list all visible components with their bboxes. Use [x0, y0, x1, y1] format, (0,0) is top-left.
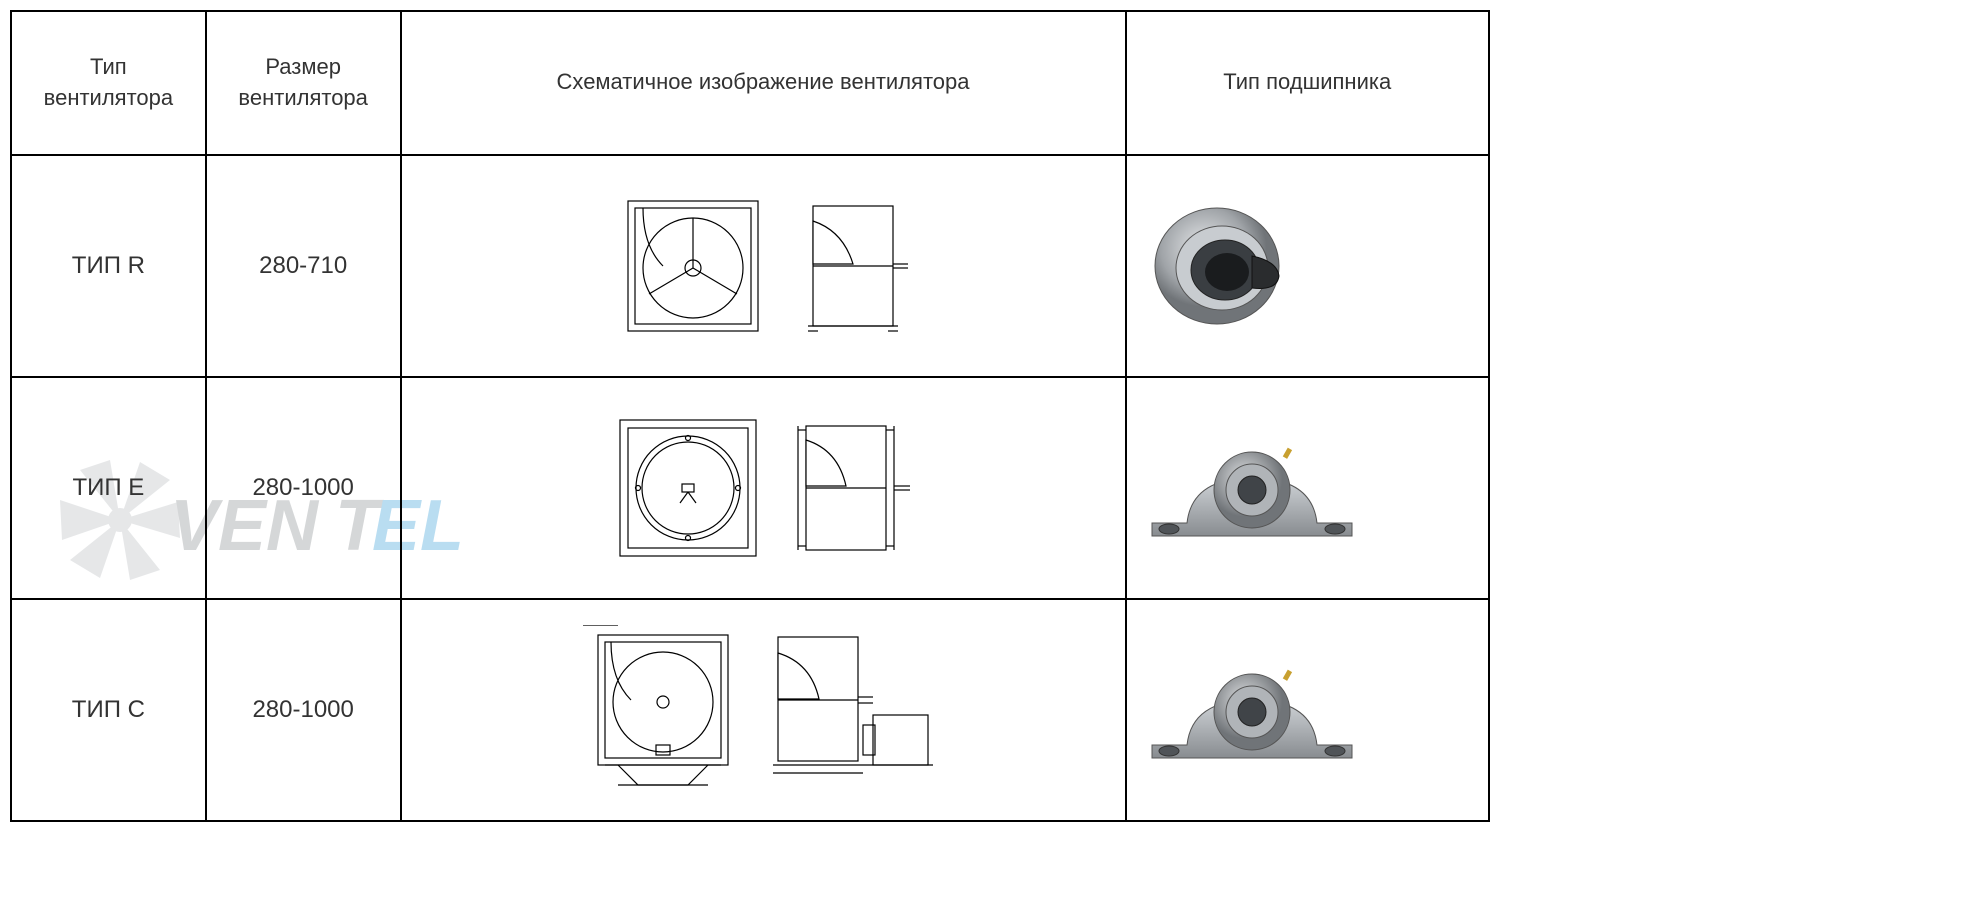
header-bearing-type: Тип подшипника [1126, 11, 1490, 155]
fan-side-view-icon [763, 625, 943, 795]
fan-front-view-icon [583, 625, 743, 795]
pillow-block-bearing-icon [1137, 650, 1367, 770]
table-row: ТИП E 280-1000 [11, 377, 1489, 599]
cell-schematic [401, 377, 1126, 599]
fan-side-view-icon [788, 408, 918, 568]
cell-fan-size: 280-1000 [206, 599, 401, 821]
fan-front-view-icon [613, 186, 773, 346]
fan-front-view-icon [608, 408, 768, 568]
cell-schematic [401, 155, 1126, 377]
header-row: Тип вентилятора Размер вентилятора Схема… [11, 11, 1489, 155]
cell-bearing [1126, 377, 1490, 599]
table-row: ТИП R 280-710 [11, 155, 1489, 377]
cell-fan-type: ТИП E [11, 377, 206, 599]
cell-bearing [1126, 155, 1490, 377]
table-container: VEN T EL Тип вентилятора Размер вентилят… [10, 10, 1490, 822]
cell-fan-type: ТИП C [11, 599, 206, 821]
header-fan-type: Тип вентилятора [11, 11, 206, 155]
fan-table: Тип вентилятора Размер вентилятора Схема… [10, 10, 1490, 822]
header-fan-size: Размер вентилятора [206, 11, 401, 155]
fan-side-view-icon [793, 186, 913, 346]
pillow-block-bearing-icon [1137, 428, 1367, 548]
cell-bearing [1126, 599, 1490, 821]
insert-bearing-icon [1137, 196, 1307, 336]
cell-schematic [401, 599, 1126, 821]
cell-fan-size: 280-1000 [206, 377, 401, 599]
table-row: ТИП C 280-1000 [11, 599, 1489, 821]
cell-fan-type: ТИП R [11, 155, 206, 377]
cell-fan-size: 280-710 [206, 155, 401, 377]
header-schematic: Схематичное изображение вентилятора [401, 11, 1126, 155]
